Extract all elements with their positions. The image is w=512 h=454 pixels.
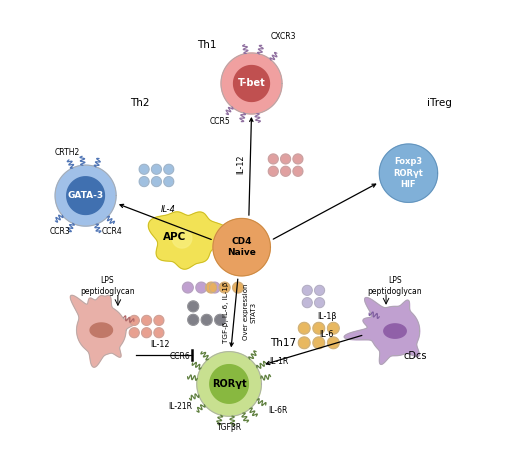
Text: CCR6: CCR6 [169,352,190,361]
Polygon shape [313,337,325,349]
Text: LPS
peptidoglycan: LPS peptidoglycan [80,276,135,296]
Polygon shape [328,337,339,349]
Text: APC: APC [163,232,186,242]
Text: CCR5: CCR5 [210,117,230,126]
Text: TGF-β, IL-6, IL-1β: TGF-β, IL-6, IL-1β [223,281,228,343]
Polygon shape [201,315,212,325]
Text: CCR3: CCR3 [49,227,70,236]
Polygon shape [152,164,161,174]
Polygon shape [298,322,310,334]
Polygon shape [197,352,262,416]
Text: IL-6R: IL-6R [269,406,288,415]
Polygon shape [164,177,174,187]
Text: LPS
peptidoglycan: LPS peptidoglycan [368,276,422,296]
Text: IL-21R: IL-21R [168,402,192,410]
Polygon shape [315,286,325,295]
Polygon shape [213,218,270,276]
Polygon shape [130,328,139,338]
Polygon shape [344,298,420,365]
Polygon shape [90,323,113,337]
Text: IL-4: IL-4 [161,205,176,213]
Polygon shape [210,365,248,403]
Polygon shape [172,228,192,248]
Text: iTreg: iTreg [428,98,452,108]
Polygon shape [219,282,230,293]
Text: Foxp3
RORγt
HIF: Foxp3 RORγt HIF [394,157,423,189]
Polygon shape [188,301,199,312]
Polygon shape [313,322,325,334]
Polygon shape [70,295,139,367]
Polygon shape [142,328,152,338]
Polygon shape [315,298,325,308]
Polygon shape [67,177,104,214]
Text: IL-1β: IL-1β [317,312,336,321]
Polygon shape [281,166,290,176]
Polygon shape [302,286,312,295]
Text: Over expression
STAT3: Over expression STAT3 [243,284,256,340]
Text: CXCR3: CXCR3 [270,32,295,41]
Polygon shape [182,282,193,293]
Text: IL-12: IL-12 [150,340,169,349]
Polygon shape [293,154,303,164]
Text: TGFβR: TGFβR [217,423,242,432]
Polygon shape [221,53,282,114]
Text: T-bet: T-bet [238,79,265,89]
Polygon shape [55,165,116,226]
Polygon shape [384,324,406,338]
Polygon shape [209,282,220,293]
Polygon shape [268,154,278,164]
Polygon shape [188,315,199,325]
Text: Th2: Th2 [130,98,149,108]
Polygon shape [233,65,269,101]
Polygon shape [139,177,149,187]
Polygon shape [148,212,230,269]
Text: RORγt: RORγt [212,379,246,389]
Text: CD4
Naive: CD4 Naive [227,237,256,257]
Polygon shape [164,164,174,174]
Text: cDcs: cDcs [403,351,427,361]
Text: Th1: Th1 [197,39,217,49]
Polygon shape [215,315,225,325]
Polygon shape [154,316,164,326]
Polygon shape [233,282,243,293]
Polygon shape [298,337,310,349]
Text: CCR4: CCR4 [101,227,122,236]
Polygon shape [328,322,339,334]
Text: GATA-3: GATA-3 [68,191,103,200]
Text: CRTH2: CRTH2 [54,148,79,157]
Polygon shape [206,282,217,293]
Text: IL-1R: IL-1R [270,357,289,366]
Text: IL-12: IL-12 [236,154,245,174]
Polygon shape [379,144,438,202]
Polygon shape [154,328,164,338]
Polygon shape [302,298,312,308]
Polygon shape [293,166,303,176]
Text: IL-6: IL-6 [319,330,334,339]
Polygon shape [139,164,149,174]
Polygon shape [281,154,290,164]
Polygon shape [152,177,161,187]
Polygon shape [268,166,278,176]
Polygon shape [130,316,139,326]
Polygon shape [196,282,207,293]
Text: Th17: Th17 [270,338,296,348]
Polygon shape [142,316,152,326]
